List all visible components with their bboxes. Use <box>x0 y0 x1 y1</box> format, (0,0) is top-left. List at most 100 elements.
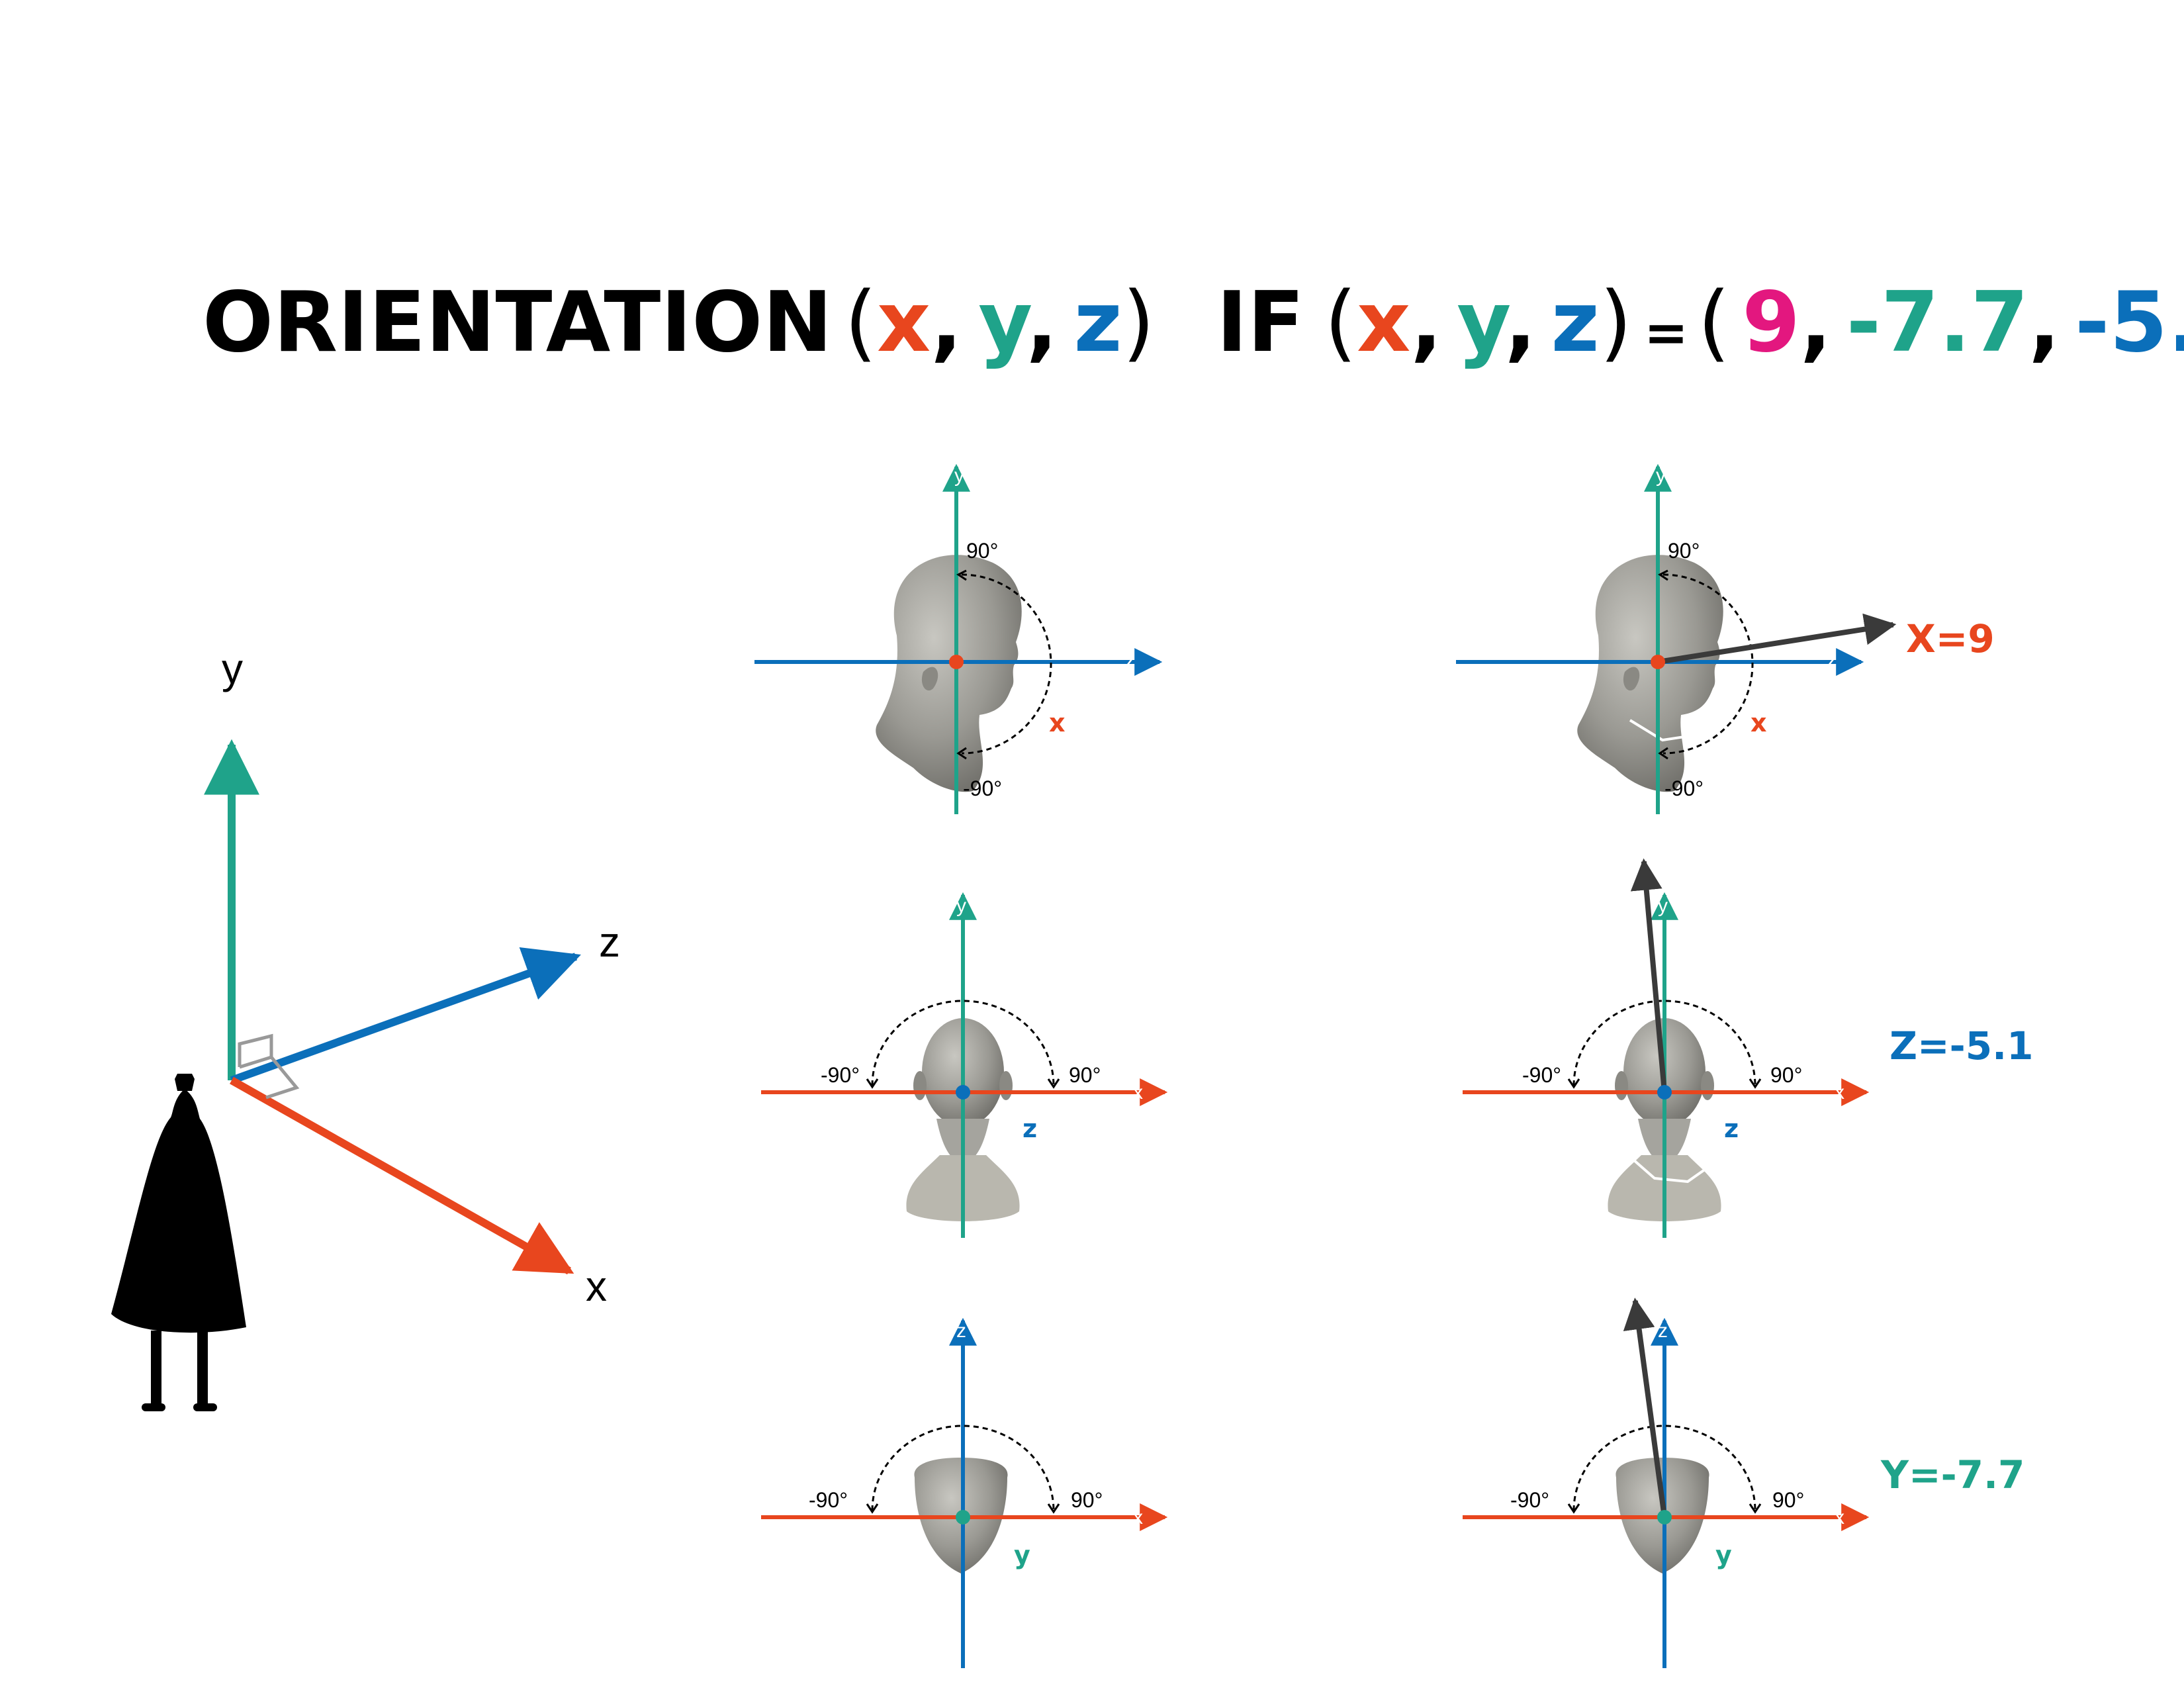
roll-left-angle: -90° <box>821 1063 860 1087</box>
axes-3d: y z x <box>111 645 620 1411</box>
title-orientation: ORIENTATION (x, y, z) <box>203 273 1155 371</box>
head-side-view-rotated <box>1577 555 1723 792</box>
pitch-top-angle: 90° <box>966 539 998 563</box>
yaw-panel-rotated: z x -90° 90° y Y=-7.7 <box>1463 1297 2025 1668</box>
pitch-rotated-arc-arrow-top <box>1658 569 1668 581</box>
title-orientation-word: ORIENTATION <box>203 273 833 371</box>
roll-horizontal-axis-label: x <box>1133 1082 1143 1103</box>
roll-arc <box>871 1000 1055 1086</box>
title-if-z: z <box>1551 273 1600 371</box>
right-angle-marker-yz <box>238 1033 273 1067</box>
roll-rotated-arc-arrow-left <box>1567 1078 1580 1089</box>
pitch-rotated-arc <box>1662 573 1754 755</box>
z-axis-arrow <box>230 947 581 1084</box>
title-value-x: 9 <box>1742 273 1800 371</box>
title-comma-1: , <box>931 273 962 371</box>
z-axis-label: z <box>599 918 620 966</box>
x-axis-arrow <box>230 1076 574 1275</box>
result-x-label: X=9 <box>1906 616 1995 661</box>
title-comma-2: , <box>1026 273 1058 371</box>
pitch-rotated-center-dot <box>1651 655 1665 669</box>
head-side-view <box>876 555 1022 792</box>
pitch-vertical-axis-label: y <box>954 465 964 487</box>
pitch-arc <box>961 573 1052 755</box>
yaw-rotated-left-angle: -90° <box>1510 1488 1549 1512</box>
roll-rotation-axis-label: z <box>1023 1114 1037 1143</box>
pitch-arc-arrow-bottom <box>956 747 967 760</box>
x-axis-label: x <box>586 1262 607 1310</box>
title-if-close-paren: ) <box>1600 273 1632 371</box>
yaw-vertical-axis-label: z <box>956 1320 966 1342</box>
yaw-rotated-center-dot <box>1657 1510 1672 1524</box>
yaw-rotated-arc-arrow-right <box>1749 1503 1762 1514</box>
result-z-label: Z=-5.1 <box>1889 1023 2033 1068</box>
pitch-rotated-jaw-outline <box>1629 719 1690 742</box>
roll-rotated-rotation-axis-label: z <box>1724 1114 1739 1143</box>
title-z: z <box>1073 273 1122 371</box>
title-value-y: -7.7 <box>1846 273 2029 371</box>
roll-center-dot <box>956 1085 970 1100</box>
yaw-orientation-vector <box>1623 1297 1667 1518</box>
yaw-rotated-vertical-axis-label: z <box>1658 1320 1668 1342</box>
title-if-x: x <box>1357 273 1410 371</box>
yaw-rotated-arc-arrow-left <box>1567 1503 1580 1514</box>
roll-rotated-horizontal-axis-label: x <box>1835 1082 1844 1103</box>
pitch-rotation-axis-label: x <box>1049 708 1066 737</box>
roll-rotated-center-dot <box>1657 1085 1672 1100</box>
pitch-arc-arrow-top <box>956 569 967 581</box>
yaw-right-angle: 90° <box>1071 1488 1103 1512</box>
roll-arc-arrow-right <box>1047 1078 1060 1089</box>
pitch-rotated-bottom-angle: -90° <box>1664 776 1704 800</box>
roll-panel: y x -90° 90° z <box>761 892 1168 1238</box>
roll-rotated-vertical-axis-label: y <box>1658 895 1668 917</box>
yaw-rotated-rotation-axis-label: y <box>1715 1540 1732 1570</box>
yaw-horizontal-axis-label: x <box>1133 1507 1143 1528</box>
title-if-open-paren-2: ( <box>1698 273 1730 371</box>
yaw-left-angle: -90° <box>809 1488 848 1512</box>
title-value-z: -5.1 <box>2075 273 2184 371</box>
title-if-equals: = <box>1644 302 1688 363</box>
yaw-center-dot <box>956 1510 970 1524</box>
person-silhouette-icon <box>111 1074 246 1411</box>
title-if-open-paren: ( <box>1324 273 1357 371</box>
yaw-rotated-horizontal-axis-label: x <box>1835 1507 1844 1528</box>
pitch-rotated-arc-arrow-bottom <box>1658 747 1668 760</box>
pitch-rotated-rotation-axis-label: x <box>1751 708 1767 737</box>
pitch-rotated-horizontal-axis-label: z <box>1825 651 1835 673</box>
pitch-orientation-vector <box>1657 613 1897 665</box>
roll-orientation-vector <box>1630 858 1667 1093</box>
title-if-comma-4: , <box>2028 273 2060 371</box>
result-y-label: Y=-7.7 <box>1880 1452 2025 1497</box>
yaw-arc-arrow-right <box>1047 1503 1060 1514</box>
pitch-center-dot <box>949 655 964 669</box>
title-if: IF(x,y,z)=(9,-7.7,-5.1) <box>1216 273 2184 371</box>
roll-rotated-arc-arrow-right <box>1749 1078 1762 1089</box>
yaw-arc-arrow-left <box>866 1503 879 1514</box>
title-open-paren: ( <box>844 273 877 371</box>
yaw-panel: z x -90° 90° y <box>761 1317 1168 1668</box>
title-x: x <box>877 273 931 371</box>
pitch-panel: y z 90° -90° x <box>754 463 1163 814</box>
pitch-rotated-top-angle: 90° <box>1668 539 1700 563</box>
title-if-comma-1: , <box>1410 273 1442 371</box>
roll-rotated-left-angle: -90° <box>1522 1063 1561 1087</box>
pitch-bottom-angle: -90° <box>963 776 1002 800</box>
roll-rotated-jaw-outline <box>1632 1157 1722 1184</box>
pitch-horizontal-axis-label: z <box>1124 651 1134 673</box>
pitch-panel-rotated: y z 90° -90° x X=9 <box>1456 463 1995 814</box>
roll-rotated-right-angle: 90° <box>1770 1063 1802 1087</box>
title-if-comma-3: , <box>1800 273 1832 371</box>
title-if-comma-2: , <box>1505 273 1537 371</box>
title-close-paren: ) <box>1122 273 1155 371</box>
title-if-word: IF <box>1216 273 1304 371</box>
roll-rotated-arc <box>1572 1000 1756 1086</box>
roll-arc-arrow-left <box>866 1078 879 1089</box>
roll-panel-rotated: y x -90° 90° z Z=-5.1 <box>1463 858 2033 1238</box>
title-y: y <box>978 273 1031 371</box>
title-if-y: y <box>1457 273 1510 371</box>
yaw-arc <box>871 1425 1055 1511</box>
roll-right-angle: 90° <box>1069 1063 1101 1087</box>
y-axis-label: y <box>222 645 243 692</box>
yaw-rotated-arc <box>1572 1425 1756 1511</box>
